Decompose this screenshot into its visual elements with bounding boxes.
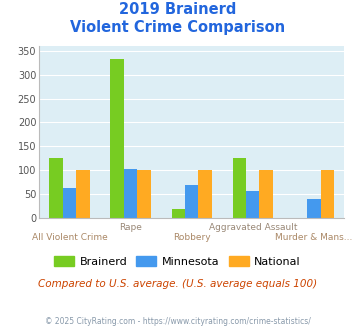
Bar: [233, 158, 246, 218]
Bar: [124, 169, 137, 218]
Bar: [185, 185, 198, 218]
Legend: Brainerd, Minnesota, National: Brainerd, Minnesota, National: [50, 251, 305, 271]
Text: Robbery: Robbery: [173, 233, 211, 242]
Text: All Violent Crime: All Violent Crime: [32, 233, 108, 242]
Bar: [246, 191, 260, 218]
Text: Compared to U.S. average. (U.S. average equals 100): Compared to U.S. average. (U.S. average …: [38, 279, 317, 289]
Bar: [110, 59, 124, 218]
Text: Rape: Rape: [119, 223, 142, 232]
Bar: [76, 170, 90, 218]
Text: Murder & Mans...: Murder & Mans...: [275, 233, 353, 242]
Bar: [63, 188, 76, 218]
Bar: [137, 170, 151, 218]
Bar: [260, 170, 273, 218]
Bar: [198, 170, 212, 218]
Bar: [171, 209, 185, 218]
Text: Violent Crime Comparison: Violent Crime Comparison: [70, 20, 285, 35]
Text: © 2025 CityRating.com - https://www.cityrating.com/crime-statistics/: © 2025 CityRating.com - https://www.city…: [45, 317, 310, 326]
Text: 2019 Brainerd: 2019 Brainerd: [119, 2, 236, 16]
Bar: [307, 199, 321, 218]
Text: Aggravated Assault: Aggravated Assault: [208, 223, 297, 232]
Bar: [321, 170, 334, 218]
Bar: [49, 158, 63, 218]
